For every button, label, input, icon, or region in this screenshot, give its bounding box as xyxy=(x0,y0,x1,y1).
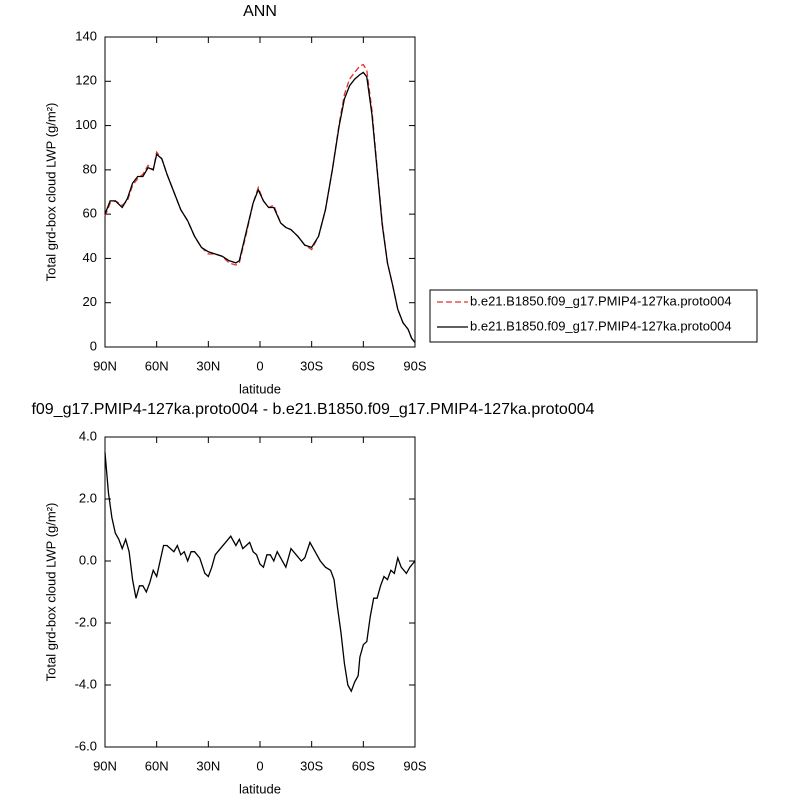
x-tick-label: 90N xyxy=(93,358,117,373)
x-tick-label: 90S xyxy=(403,758,426,773)
x-tick-label: 60S xyxy=(352,358,375,373)
x-tick-label: 30S xyxy=(300,358,323,373)
legend-box xyxy=(429,289,758,343)
legend-label: b.e21.B1850.f09_g17.PMIP4-127ka.proto004 xyxy=(470,318,732,333)
y-tick-label: -6.0 xyxy=(75,738,97,753)
chart-title: ANN xyxy=(243,3,277,20)
series-line xyxy=(104,71,416,343)
y-axis-label: Total grd-box cloud LWP (g/m²) xyxy=(43,503,58,682)
x-tick-label: 0 xyxy=(256,358,263,373)
y-tick-label: 120 xyxy=(75,73,97,88)
series-line xyxy=(104,452,416,693)
x-tick-label: 30N xyxy=(196,758,220,773)
y-tick-label: 100 xyxy=(75,117,97,132)
x-tick-label: 0 xyxy=(256,758,263,773)
y-tick-label: 20 xyxy=(83,294,97,309)
y-tick-label: 60 xyxy=(83,206,97,221)
y-tick-label: -4.0 xyxy=(75,676,97,691)
x-tick-label: 60N xyxy=(145,358,169,373)
y-tick-label: 40 xyxy=(83,250,97,265)
x-tick-label: 90S xyxy=(403,358,426,373)
x-axis-label: latitude xyxy=(239,781,281,796)
x-tick-label: 60N xyxy=(145,758,169,773)
x-tick-label: 30S xyxy=(300,758,323,773)
legend-label: b.e21.B1850.f09_g17.PMIP4-127ka.proto004 xyxy=(470,293,732,308)
y-tick-label: 140 xyxy=(75,28,97,43)
y-tick-label: 2.0 xyxy=(79,490,97,505)
y-tick-label: -2.0 xyxy=(75,614,97,629)
y-tick-label: 80 xyxy=(83,161,97,176)
y-axis-label: Total grd-box cloud LWP (g/m²) xyxy=(43,103,58,282)
x-tick-label: 30N xyxy=(196,358,220,373)
chart-title: f09_g17.PMIP4-127ka.proto004 - b.e21.B18… xyxy=(31,401,594,418)
x-axis-label: latitude xyxy=(239,381,281,396)
y-tick-label: 0 xyxy=(90,338,97,353)
y-tick-label: 0.0 xyxy=(79,552,97,567)
series-line xyxy=(104,63,416,343)
y-tick-label: 4.0 xyxy=(79,428,97,443)
plot-frame xyxy=(104,436,416,748)
x-tick-label: 90N xyxy=(93,758,117,773)
x-tick-label: 60S xyxy=(352,758,375,773)
